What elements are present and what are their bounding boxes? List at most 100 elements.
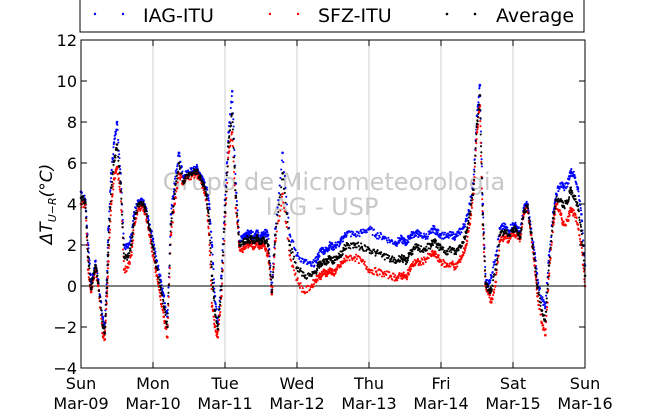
data-point [267, 252, 270, 255]
data-point [105, 303, 108, 306]
data-point [392, 272, 395, 275]
data-point [531, 237, 534, 240]
data-point [334, 258, 337, 261]
data-point [149, 227, 152, 230]
data-point [282, 206, 286, 210]
data-point [391, 255, 394, 258]
data-point [167, 295, 170, 299]
data-point [280, 195, 283, 198]
data-point [488, 296, 491, 299]
data-point [228, 135, 231, 138]
watermark: Grupo de Micrometeorologia IAG - USP [163, 168, 505, 221]
data-point [269, 273, 272, 276]
data-point [482, 224, 485, 227]
data-point [97, 284, 100, 288]
data-point [409, 268, 413, 271]
data-point [397, 276, 400, 279]
data-point [228, 129, 232, 132]
data-point [577, 188, 580, 191]
data-point [293, 255, 296, 258]
data-point [464, 235, 467, 238]
data-point [307, 284, 310, 288]
data-point [476, 115, 479, 119]
data-point [220, 277, 223, 280]
legend-entry-average: Average [445, 5, 574, 27]
data-point [407, 255, 410, 258]
data-point [215, 305, 218, 308]
data-point [100, 317, 103, 320]
data-point [93, 273, 96, 276]
data-point [349, 235, 353, 238]
data-point [479, 130, 483, 133]
data-point [536, 272, 539, 275]
data-point [455, 253, 458, 256]
data-point [567, 182, 570, 185]
data-point [156, 278, 159, 281]
data-point [442, 260, 445, 263]
data-point [84, 210, 87, 213]
data-point [575, 216, 578, 220]
data-point [341, 252, 344, 256]
data-point [480, 151, 483, 154]
data-point [365, 267, 368, 270]
data-point [578, 216, 581, 219]
data-point [226, 158, 229, 161]
data-point [167, 304, 170, 307]
data-point [225, 185, 228, 189]
data-point [277, 192, 281, 195]
data-point [539, 294, 542, 298]
data-point [544, 305, 547, 308]
data-point [567, 212, 570, 215]
data-point [520, 222, 524, 225]
data-point [231, 128, 234, 131]
data-point [224, 215, 227, 218]
data-point [210, 236, 213, 239]
data-point [494, 268, 498, 271]
data-point [106, 267, 109, 270]
data-point [134, 220, 137, 223]
data-point [118, 156, 121, 160]
data-point [276, 214, 279, 217]
data-point [118, 185, 121, 188]
data-point [210, 287, 213, 291]
data-point [94, 259, 97, 262]
data-point [444, 261, 447, 264]
data-point [360, 242, 363, 245]
data-point [180, 165, 183, 168]
data-point [173, 202, 177, 205]
data-point [322, 273, 325, 276]
data-point [563, 189, 566, 192]
data-point [457, 231, 461, 234]
data-point [535, 279, 538, 282]
data-point [232, 146, 235, 150]
data-point [437, 229, 440, 232]
data-point [85, 226, 88, 229]
data-point [173, 198, 176, 201]
data-point [356, 234, 359, 237]
y-tick-label: −4 [53, 359, 77, 378]
data-point [472, 182, 475, 186]
data-point [553, 210, 556, 213]
data-point [538, 293, 541, 296]
data-point [86, 248, 89, 251]
data-point [579, 209, 583, 212]
data-point [86, 255, 90, 259]
data-point [108, 217, 111, 221]
data-point [581, 220, 584, 223]
data-point [129, 249, 132, 252]
data-point [361, 231, 364, 235]
data-point [466, 235, 469, 238]
data-point [426, 237, 429, 240]
data-point [479, 133, 482, 136]
data-point [268, 263, 271, 266]
data-point [111, 180, 114, 184]
data-point [153, 243, 156, 246]
data-point [343, 231, 346, 235]
data-point [312, 285, 315, 288]
data-point [401, 242, 405, 245]
data-point [281, 192, 284, 196]
data-point [273, 253, 276, 256]
data-point [208, 239, 212, 242]
data-point [531, 245, 534, 248]
data-point [394, 274, 397, 277]
